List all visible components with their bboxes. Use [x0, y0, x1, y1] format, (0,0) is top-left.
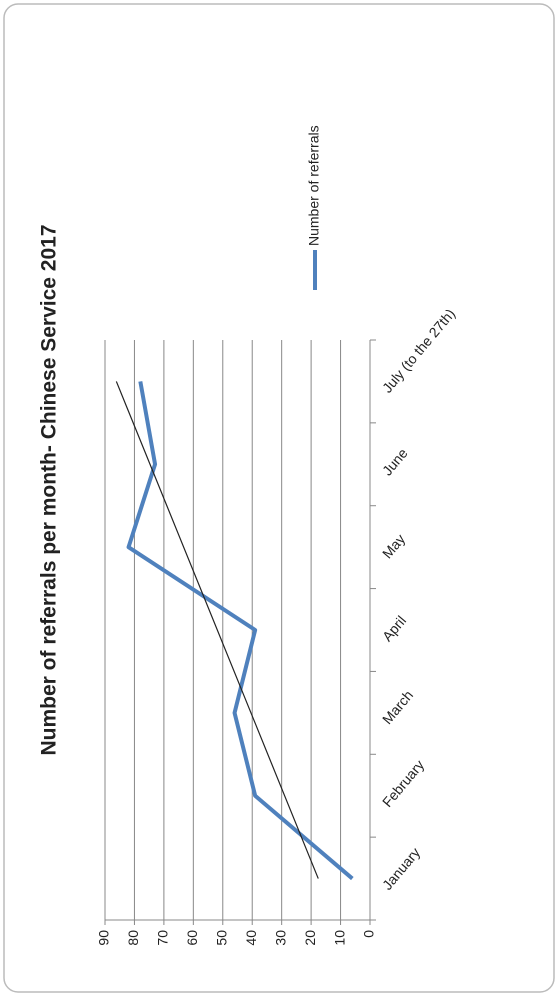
chart-border — [3, 3, 555, 993]
y-tick-label: 40 — [243, 930, 259, 946]
y-tick-label: 90 — [96, 930, 112, 946]
y-tick-label: 80 — [125, 930, 141, 946]
legend-label: Number of referrals — [306, 125, 322, 246]
chart-title: Number of referrals per month- Chinese S… — [38, 224, 61, 755]
y-tick-label: 10 — [331, 930, 347, 946]
trendline — [115, 381, 319, 879]
y-tick-label: 60 — [184, 930, 200, 946]
y-tick-label: 70 — [155, 930, 171, 946]
y-tick-label: 20 — [302, 930, 318, 946]
series-line — [126, 381, 354, 881]
y-tick-label: 30 — [272, 930, 288, 946]
y-tick-label: 0 — [361, 930, 377, 938]
y-tick-label: 50 — [213, 930, 229, 946]
